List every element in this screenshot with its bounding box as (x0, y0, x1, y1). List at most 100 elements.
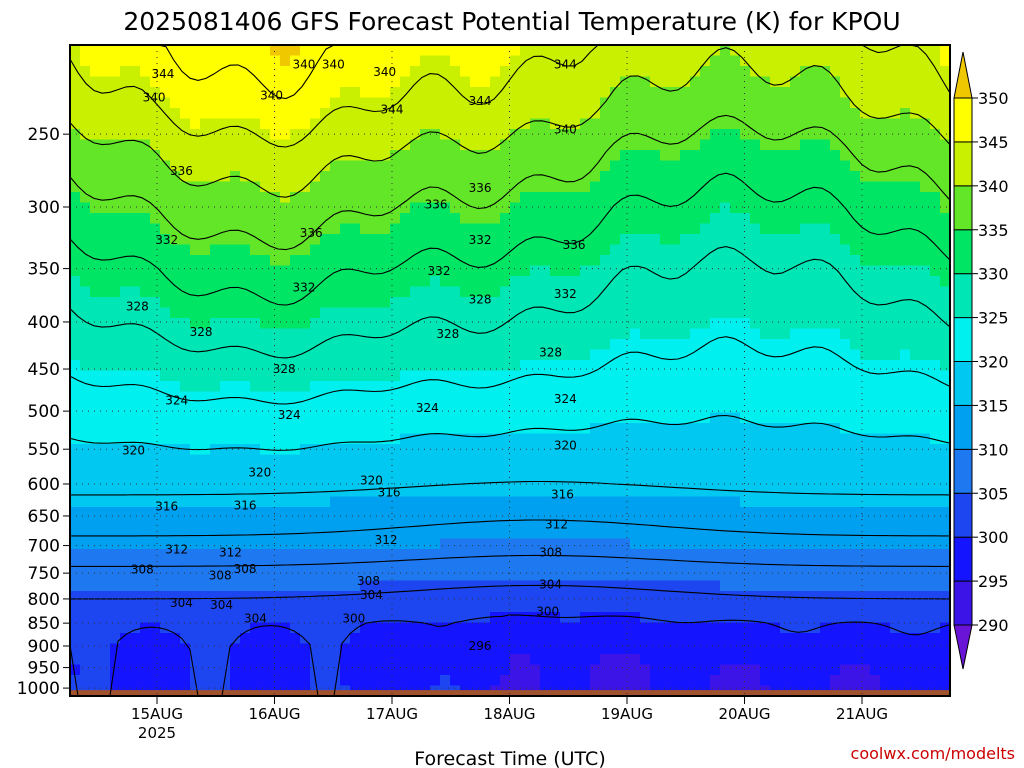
heatmap-cell (840, 97, 851, 109)
heatmap-cell (500, 118, 511, 130)
heatmap-cell (350, 55, 361, 67)
heatmap-cell (260, 370, 271, 382)
heatmap-cell (410, 391, 421, 403)
heatmap-cell (210, 570, 221, 582)
heatmap-cell (750, 654, 761, 666)
heatmap-cell (730, 181, 741, 193)
heatmap-cell (80, 234, 91, 246)
heatmap-cell (670, 570, 681, 582)
heatmap-cell (260, 633, 271, 645)
heatmap-cell (530, 339, 541, 351)
heatmap-cell (830, 517, 841, 529)
heatmap-cell (530, 675, 541, 687)
heatmap-cell (470, 265, 481, 277)
heatmap-cell (360, 486, 371, 498)
heatmap-cell (450, 360, 461, 372)
heatmap-cell (310, 66, 321, 78)
heatmap-cell (400, 423, 411, 435)
heatmap-cell (240, 402, 251, 414)
heatmap-cell (380, 45, 391, 57)
heatmap-cell (750, 171, 761, 183)
heatmap-cell (360, 370, 371, 382)
heatmap-cell (570, 286, 581, 298)
heatmap-cell (390, 118, 401, 130)
heatmap-cell (230, 654, 241, 666)
heatmap-cell (340, 654, 351, 666)
heatmap-cell (400, 202, 411, 214)
heatmap-cell (790, 276, 801, 288)
heatmap-cell (390, 517, 401, 529)
heatmap-cell (290, 612, 301, 624)
heatmap-cell (190, 654, 201, 666)
heatmap-cell (490, 549, 501, 561)
heatmap-cell (470, 160, 481, 172)
heatmap-cell (860, 664, 871, 676)
heatmap-cell (710, 150, 721, 162)
heatmap-cell (340, 171, 351, 183)
heatmap-cell (870, 76, 881, 88)
heatmap-cell (710, 255, 721, 267)
heatmap-cell (630, 496, 641, 508)
heatmap-cell (810, 675, 821, 687)
heatmap-cell (530, 66, 541, 78)
heatmap-cell (720, 580, 731, 592)
heatmap-cell (830, 591, 841, 603)
heatmap-cell (660, 150, 671, 162)
heatmap-cell (730, 664, 741, 676)
heatmap-cell (500, 433, 511, 445)
heatmap-cell (270, 454, 281, 466)
heatmap-cell (130, 45, 141, 57)
heatmap-cell (690, 528, 701, 540)
heatmap-cell (410, 244, 421, 256)
heatmap-cell (860, 454, 871, 466)
heatmap-cell (760, 622, 771, 634)
heatmap-cell (260, 181, 271, 193)
heatmap-cell (90, 55, 101, 67)
heatmap-cell (410, 433, 421, 445)
heatmap-cell (70, 412, 81, 424)
heatmap-cell (860, 675, 871, 687)
heatmap-cell (720, 276, 731, 288)
heatmap-cell (200, 643, 211, 655)
heatmap-cell (90, 559, 101, 571)
heatmap-cell (660, 370, 671, 382)
heatmap-cell (720, 612, 731, 624)
heatmap-cell (840, 612, 851, 624)
heatmap-cell (280, 517, 291, 529)
heatmap-cell (210, 454, 221, 466)
heatmap-cell (200, 339, 211, 351)
heatmap-cell (780, 507, 791, 519)
heatmap-cell (180, 97, 191, 109)
heatmap-cell (640, 507, 651, 519)
heatmap-cell (370, 507, 381, 519)
heatmap-cell (670, 643, 681, 655)
heatmap-cell (730, 160, 741, 172)
heatmap-cell (770, 664, 781, 676)
heatmap-cell (480, 87, 491, 99)
heatmap-cell (620, 118, 631, 130)
heatmap-cell (290, 265, 301, 277)
heatmap-cell (720, 223, 731, 235)
heatmap-cell (340, 391, 351, 403)
heatmap-cell (360, 45, 371, 57)
heatmap-cell (550, 402, 561, 414)
heatmap-cell (530, 318, 541, 330)
heatmap-cell (590, 286, 601, 298)
heatmap-cell (600, 591, 611, 603)
heatmap-cell (550, 234, 561, 246)
heatmap-cell (740, 307, 751, 319)
heatmap-cell (640, 591, 651, 603)
heatmap-cell (340, 538, 351, 550)
heatmap-cell (500, 360, 511, 372)
heatmap-cell (520, 286, 531, 298)
heatmap-cell (560, 402, 571, 414)
heatmap-cell (300, 391, 311, 403)
heatmap-cell (630, 339, 641, 351)
heatmap-cell (110, 307, 121, 319)
heatmap-cell (800, 475, 811, 487)
heatmap-cell (410, 423, 421, 435)
heatmap-cell (190, 160, 201, 172)
heatmap-cell (680, 318, 691, 330)
heatmap-cell (300, 150, 311, 162)
heatmap-cell (430, 108, 441, 120)
